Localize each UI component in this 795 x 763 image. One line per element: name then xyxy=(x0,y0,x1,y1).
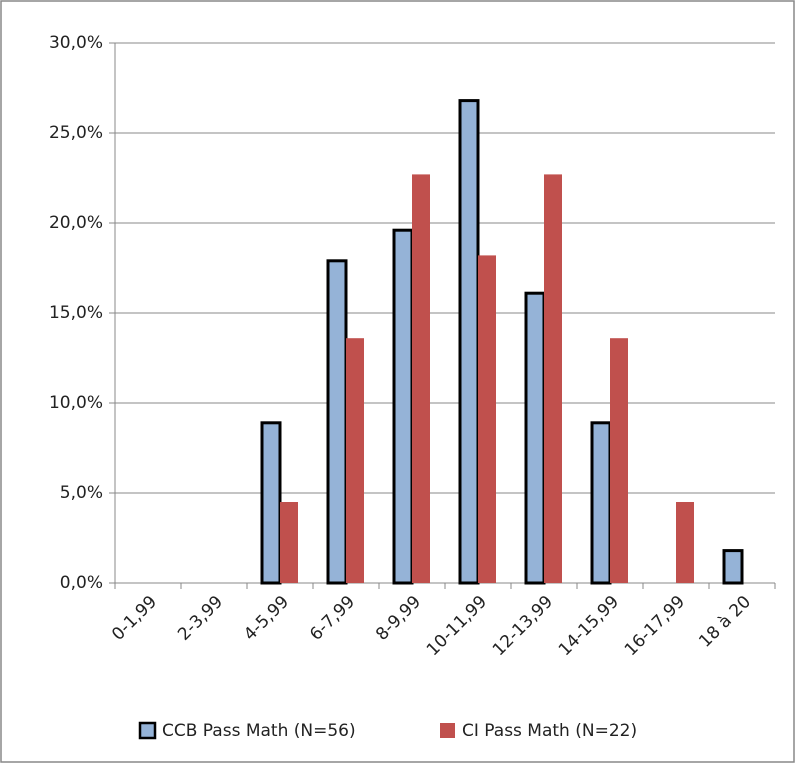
y-tick-label: 15,0% xyxy=(49,303,103,323)
legend-swatch xyxy=(440,723,455,738)
bar xyxy=(392,228,414,585)
bar xyxy=(544,174,562,583)
bar xyxy=(412,174,430,583)
bar xyxy=(280,502,298,583)
y-tick-label: 30,0% xyxy=(49,33,103,53)
legend-swatch xyxy=(138,721,157,740)
bar xyxy=(524,291,546,585)
y-tick-label: 20,0% xyxy=(49,213,103,233)
bar xyxy=(326,259,348,585)
bar xyxy=(590,421,612,585)
legend-label: CI Pass Math (N=22) xyxy=(462,721,637,741)
y-tick-label: 5,0% xyxy=(60,483,103,503)
y-tick-label: 0,0% xyxy=(60,573,103,593)
bar xyxy=(676,502,694,583)
y-tick-label: 10,0% xyxy=(49,393,103,413)
y-tick-label: 25,0% xyxy=(49,123,103,143)
bar xyxy=(478,255,496,583)
bar xyxy=(610,338,628,583)
bar xyxy=(722,549,744,585)
bar xyxy=(346,338,364,583)
legend-label: CCB Pass Math (N=56) xyxy=(162,721,356,741)
bar xyxy=(458,99,480,585)
bar xyxy=(260,421,282,585)
